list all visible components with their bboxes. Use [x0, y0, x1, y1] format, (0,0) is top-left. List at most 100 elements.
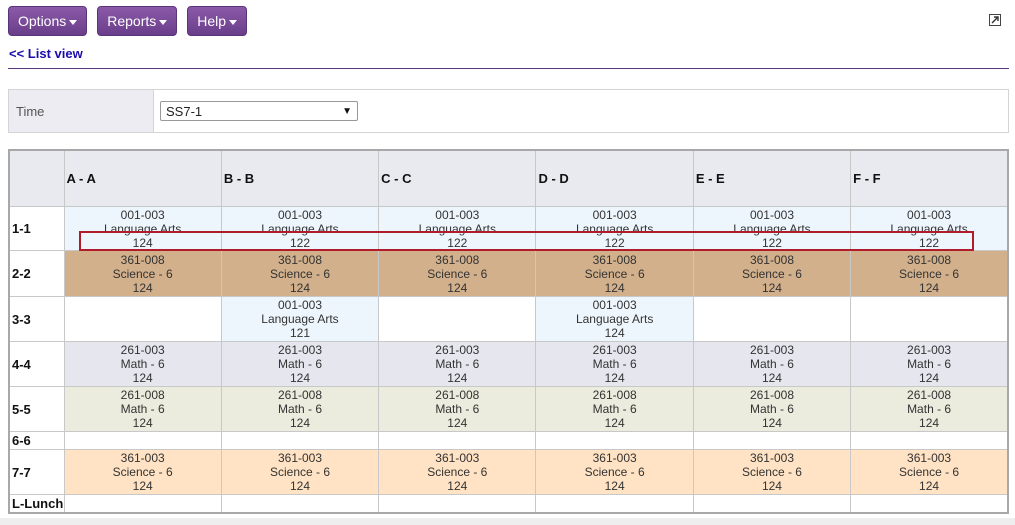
period-label: 6-6 [8, 431, 65, 450]
schedule-cell[interactable]: 261-008 Math - 6 124 [692, 386, 852, 432]
schedule-cell[interactable]: 261-003 Math - 6 124 [220, 341, 380, 387]
popout-window-icon[interactable] [989, 14, 1001, 26]
room-number: 124 [761, 479, 782, 493]
room-number: 124 [447, 416, 468, 430]
room-number: 124 [761, 280, 782, 295]
room-number: 124 [447, 371, 468, 385]
schedule-cell [850, 431, 1009, 450]
schedule-cell[interactable]: 361-003 Science - 6 124 [850, 449, 1009, 495]
help-label: Help [197, 13, 227, 29]
room-number: 124 [919, 479, 940, 493]
schedule-cell[interactable]: 261-003 Math - 6 124 [535, 341, 694, 387]
room-number: 124 [761, 416, 782, 430]
room-number: 124 [919, 416, 940, 430]
section-code: 261-008 [120, 388, 165, 402]
schedule-cell[interactable]: 361-008 Science - 6 124 [535, 250, 694, 297]
room-number: 122 [604, 235, 625, 250]
schedule-cell[interactable]: 261-008 Math - 6 124 [220, 386, 380, 432]
course-name: Math - 6 [120, 357, 165, 371]
schedule-cell[interactable]: 361-003 Science - 6 124 [220, 449, 380, 495]
period-label: 5-5 [8, 386, 65, 432]
schedule-cell [378, 494, 537, 513]
section-code: 001-003 [435, 207, 480, 222]
schedule-cell[interactable]: 261-008 Math - 6 124 [850, 386, 1009, 432]
section-code: 261-003 [120, 343, 165, 357]
reports-label: Reports [107, 13, 157, 29]
section-code: 001-003 [749, 207, 794, 222]
course-name: Math - 6 [592, 402, 637, 416]
schedule-cell[interactable]: 361-008 Science - 6 124 [63, 250, 222, 297]
section-code: 361-008 [277, 252, 323, 267]
section-code: 261-003 [435, 343, 480, 357]
schedule-cell [692, 494, 852, 513]
course-name: Science - 6 [112, 266, 173, 281]
table-row: 5-5 261-008 Math - 6 124 261-008 Math - 6 124 2… [8, 386, 1009, 432]
schedule-cell[interactable]: 361-008 Science - 6 124 [850, 250, 1009, 297]
course-name: Math - 6 [749, 402, 794, 416]
section-code: 361-003 [435, 451, 480, 465]
room-number: 124 [289, 416, 310, 430]
schedule-cell[interactable]: 261-008 Math - 6 124 [535, 386, 694, 432]
section-code: 261-003 [592, 343, 637, 357]
room-number: 124 [604, 416, 625, 430]
schedule-cell[interactable]: 361-003 Science - 6 124 [535, 449, 694, 495]
schedule-cell[interactable]: 001-003 Language Arts 122 [850, 206, 1009, 251]
schedule-cell[interactable]: 261-008 Math - 6 124 [63, 386, 222, 432]
time-select[interactable]: SS7-1 ▼ [160, 101, 358, 121]
toolbar: Options Reports Help [8, 6, 248, 36]
dropdown-arrow-icon: ▼ [342, 105, 352, 117]
chevron-down-icon [229, 19, 238, 25]
room-number: 122 [761, 235, 782, 250]
schedule-cell[interactable]: 001-003 Language Arts 121 [220, 296, 380, 342]
schedule-cell[interactable]: 261-003 Math - 6 124 [692, 341, 852, 387]
course-name: Language Arts [890, 221, 968, 236]
schedule-cell[interactable]: 261-003 Math - 6 124 [378, 341, 537, 387]
section-code: 361-008 [749, 252, 794, 267]
help-menu-button[interactable]: Help [187, 6, 248, 36]
section-code: 261-008 [749, 388, 794, 402]
course-name: Math - 6 [120, 402, 165, 416]
room-number: 124 [289, 280, 310, 295]
schedule-cell[interactable]: 001-003 Language Arts 122 [220, 206, 380, 251]
schedule-cell[interactable]: 361-008 Science - 6 124 [692, 250, 852, 297]
schedule-cell[interactable]: 261-008 Math - 6 124 [378, 386, 537, 432]
course-name: Language Arts [261, 312, 339, 326]
schedule-cell[interactable]: 361-003 Science - 6 124 [692, 449, 852, 495]
schedule-cell[interactable]: 001-003 Language Arts 124 [63, 206, 222, 251]
schedule-cell [378, 431, 537, 450]
section-code: 361-003 [907, 451, 952, 465]
course-name: Math - 6 [749, 357, 794, 371]
section-code: 261-008 [435, 388, 480, 402]
schedule-cell[interactable]: 261-003 Math - 6 124 [63, 341, 222, 387]
section-code: 361-003 [120, 451, 165, 465]
schedule-cell[interactable]: 361-003 Science - 6 124 [63, 449, 222, 495]
schedule-cell [63, 296, 222, 342]
course-name: Math - 6 [907, 357, 952, 371]
schedule-cell [63, 431, 222, 450]
schedule-cell[interactable]: 001-003 Language Arts 124 [535, 296, 694, 342]
schedule-cell[interactable]: 361-008 Science - 6 124 [378, 250, 537, 297]
table-row: 1-1 001-003 Language Arts 124 001-003 Languag… [8, 206, 1009, 251]
period-label: 1-1 [8, 206, 65, 251]
schedule-cell[interactable]: 361-003 Science - 6 124 [378, 449, 537, 495]
course-name: Science - 6 [741, 266, 802, 281]
table-row: 3-3 001-003 Language Arts 121 001-003 Languag… [8, 296, 1009, 342]
course-name: Math - 6 [435, 357, 480, 371]
schedule-cell[interactable]: 001-003 Language Arts 122 [535, 206, 694, 251]
schedule-cell[interactable]: 001-003 Language Arts 122 [692, 206, 852, 251]
schedule-cell[interactable]: 001-003 Language Arts 122 [378, 206, 537, 251]
course-name: Language Arts [575, 312, 654, 326]
reports-menu-button[interactable]: Reports [97, 6, 178, 36]
room-number: 124 [289, 479, 310, 493]
header-divider [8, 68, 1009, 69]
room-number: 124 [919, 280, 940, 295]
room-number: 122 [919, 235, 940, 250]
schedule-cell[interactable]: 361-008 Science - 6 124 [220, 250, 380, 297]
options-menu-button[interactable]: Options [8, 6, 88, 36]
schedule-cell[interactable]: 261-003 Math - 6 124 [850, 341, 1009, 387]
time-label: Time [9, 90, 154, 132]
course-name: Science - 6 [741, 465, 802, 479]
room-number: 124 [761, 371, 782, 385]
list-view-link[interactable]: << List view [9, 46, 83, 61]
